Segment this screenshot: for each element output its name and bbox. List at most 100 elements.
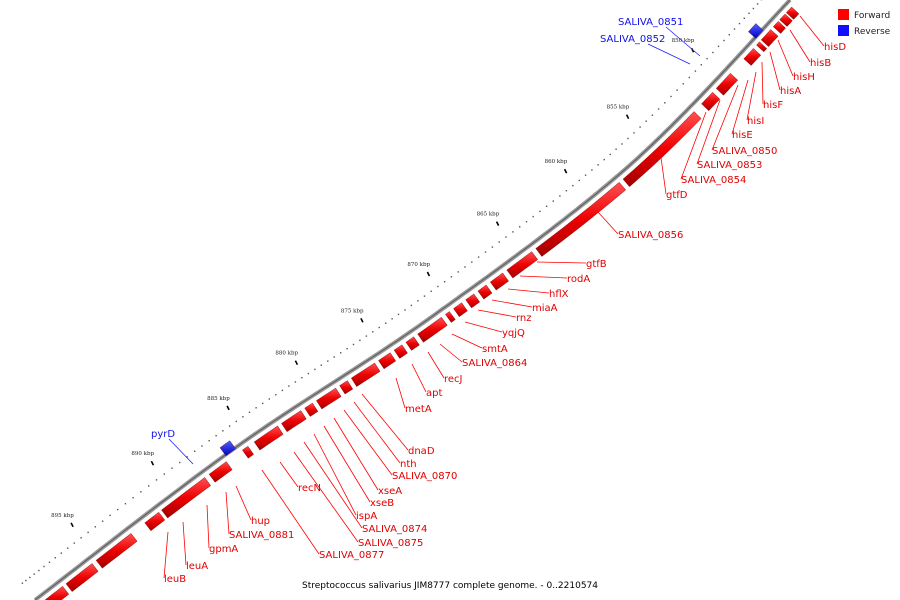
- gene-label-saliva_0856: SALIVA_0856: [618, 230, 683, 241]
- forward-gene-block: [304, 402, 319, 417]
- track-dot: [676, 89, 678, 91]
- leader-line: [507, 288, 550, 294]
- track-dot: [559, 195, 561, 197]
- forward-gene-block: [477, 284, 493, 300]
- leader-line: [395, 377, 406, 409]
- leader-line: [647, 43, 691, 65]
- track-dot: [73, 542, 75, 544]
- track-dot: [242, 416, 244, 418]
- track-dot: [140, 491, 142, 493]
- track-dot: [117, 508, 119, 511]
- track-dot: [743, 17, 745, 19]
- track-dot: [423, 295, 426, 297]
- track-dot: [584, 174, 587, 176]
- track-dot: [410, 304, 413, 307]
- legend-forward-swatch: [838, 9, 849, 20]
- track-dot: [359, 339, 361, 341]
- tick-label: 865 kbp: [477, 212, 500, 218]
- gene-label-nth: nth: [400, 459, 417, 470]
- track-dot: [539, 210, 541, 213]
- forward-gene-block: [760, 29, 779, 47]
- leader-line: [293, 451, 359, 543]
- forward-gene-block: [773, 21, 786, 34]
- gene-label-pyrd: pyrD: [151, 429, 175, 440]
- track-dot: [346, 348, 348, 350]
- leader-line: [361, 393, 409, 451]
- forward-gene-block: [535, 182, 626, 257]
- gene-blocks: [45, 6, 800, 600]
- track-dot: [471, 261, 473, 263]
- track-dot: [101, 520, 104, 522]
- leader-line: [777, 39, 794, 77]
- tick-mark: [495, 221, 500, 226]
- forward-gene-block: [417, 316, 448, 343]
- track-dot: [391, 318, 393, 320]
- track-dot: [186, 456, 188, 458]
- track-dot: [281, 389, 284, 392]
- gene-label-hup: hup: [251, 516, 270, 527]
- gene-label-roda: rodA: [567, 274, 590, 285]
- track-dot: [670, 95, 672, 98]
- gene-label-hisi: hisI: [747, 116, 764, 127]
- forward-gene-block: [242, 445, 254, 459]
- track-dot: [352, 343, 355, 346]
- track-dot: [565, 190, 568, 192]
- forward-gene-block: [465, 293, 480, 309]
- track-dot: [748, 12, 750, 14]
- track-dot: [21, 582, 24, 584]
- track-dot: [651, 114, 654, 116]
- legend-reverse-swatch: [838, 25, 849, 36]
- track-dot: [752, 7, 755, 10]
- reverse-gene-block: [219, 440, 236, 457]
- leader-line: [519, 275, 568, 279]
- leader-line: [659, 149, 667, 195]
- forward-gene-block: [65, 563, 99, 592]
- track-dot: [443, 281, 446, 283]
- track-dot: [365, 335, 368, 337]
- tick-label: 895 kbp: [51, 513, 74, 519]
- track-dot: [38, 569, 40, 572]
- tick-mark: [360, 317, 364, 323]
- track-dot: [633, 132, 635, 134]
- track-dot: [664, 102, 666, 104]
- leader-line: [343, 409, 393, 476]
- forward-gene-block: [490, 272, 509, 291]
- forward-gene-block: [378, 352, 396, 370]
- leader-line: [665, 26, 701, 57]
- track-dot: [67, 547, 69, 549]
- gene-label-saliva_0852: SALIVA_0852: [600, 34, 665, 45]
- tick-mark: [625, 114, 630, 120]
- track-dot: [477, 256, 480, 258]
- leader-line: [696, 99, 721, 165]
- gene-labels: hisD hisB hisH hisA hisF hisI hisE SALIVA_0850 S…: [151, 17, 846, 585]
- forward-gene-block: [281, 410, 307, 432]
- track-dot: [248, 411, 251, 413]
- forward-gene-block: [701, 91, 721, 111]
- track-dot: [733, 28, 736, 30]
- track-dot: [712, 51, 714, 54]
- gene-label-apt: apt: [426, 388, 442, 399]
- leader-line: [313, 433, 357, 516]
- track-dot: [591, 169, 593, 171]
- leader-line: [769, 51, 781, 91]
- track-dot: [437, 285, 439, 288]
- leader-line: [261, 469, 320, 555]
- leader-line: [163, 531, 169, 579]
- leader-line: [225, 491, 230, 535]
- track-dot: [694, 70, 697, 72]
- gene-label-gtfd: gtfD: [666, 190, 688, 201]
- track-dot: [552, 200, 554, 202]
- forward-gene-block: [208, 461, 233, 483]
- track-dot: [597, 164, 599, 166]
- track-dot: [621, 143, 623, 145]
- tick-label: 860 kbp: [545, 159, 568, 165]
- gene-label-ispa: ispA: [356, 511, 377, 522]
- track-dot: [706, 57, 708, 60]
- legend: Forward Reverse: [838, 9, 891, 37]
- gene-label-hise: hisE: [732, 130, 753, 141]
- track-dot: [545, 205, 548, 207]
- gene-label-recj: recJ: [444, 374, 463, 385]
- track-dot: [94, 526, 96, 528]
- gene-label-miaa: miaA: [532, 303, 558, 314]
- gene-label-hisf: hisF: [763, 100, 783, 111]
